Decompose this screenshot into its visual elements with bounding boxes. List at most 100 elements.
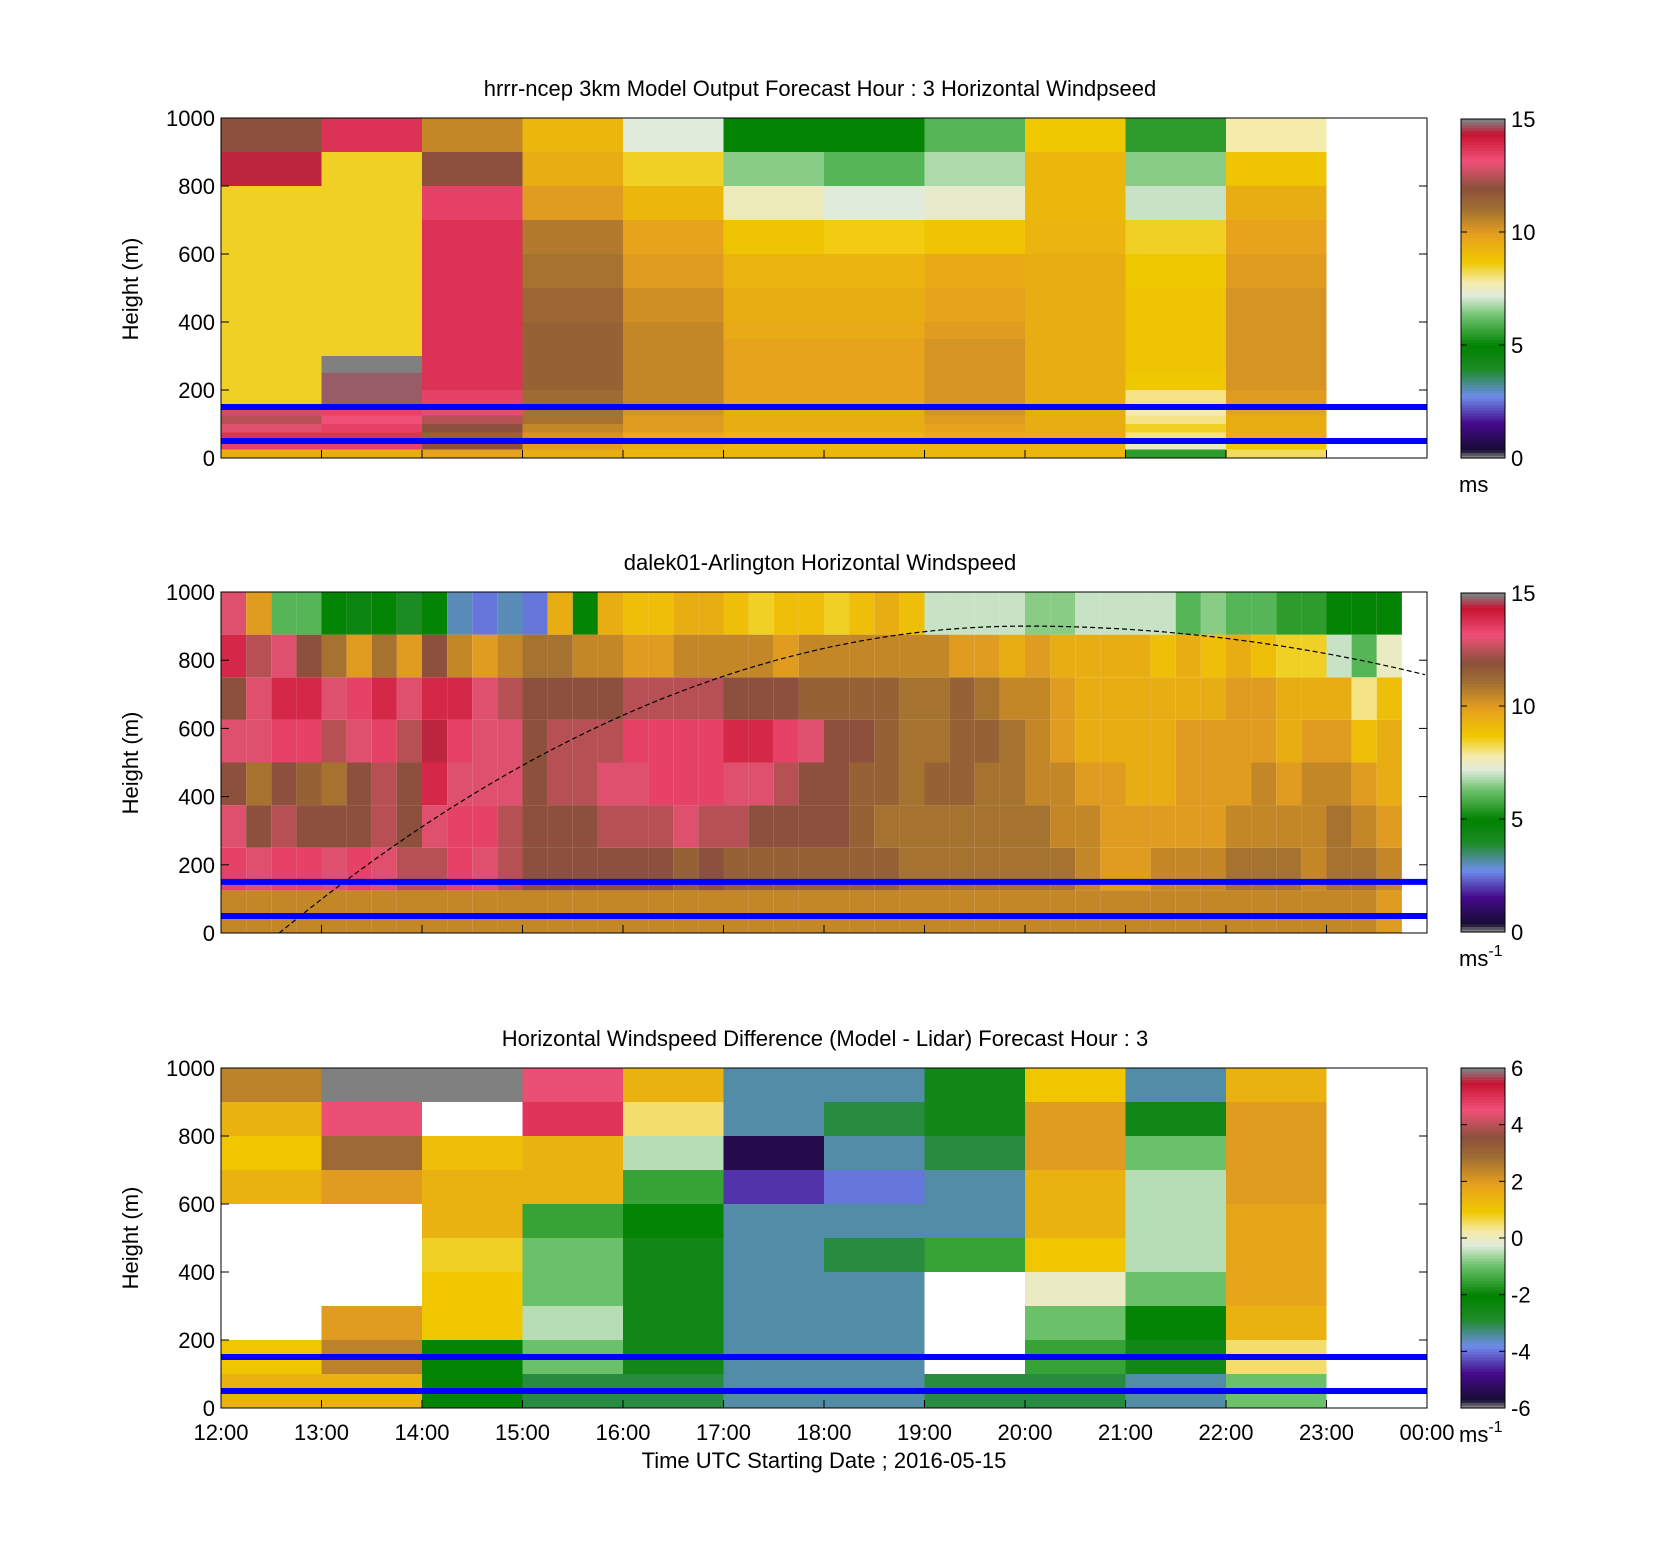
heatmap-cell [899,805,925,848]
heatmap-cell [974,719,1000,763]
heatmap-cell [221,762,247,806]
colorbar-swatch [1461,246,1505,250]
colorbar-swatch [1461,1119,1505,1123]
colorbar-swatch [1461,734,1505,738]
heatmap-cell [723,339,824,356]
heatmap-cell [723,373,824,390]
colorbar-swatch [1461,929,1505,933]
heatmap-cell [949,762,975,806]
colorbar-swatch [1461,1189,1505,1194]
heatmap-cell [623,592,649,635]
colorbar-swatch [1461,220,1505,225]
heatmap-cell [1226,415,1327,424]
heatmap-cell [1301,762,1327,806]
colorbar-swatch [1461,257,1505,261]
heatmap-cell [422,1136,523,1170]
heatmap-cell [723,220,824,254]
heatmap-cell [1025,1068,1126,1102]
colorbar-unit-label: ms [1459,472,1488,497]
x-tick-label: 15:00 [495,1420,550,1445]
heatmap-cell [422,762,448,806]
heatmap-cell [1025,677,1051,720]
heatmap-cell [1226,805,1252,848]
colorbar-swatch [1461,1325,1505,1330]
heatmap-cell [597,719,623,763]
heatmap-cell [1125,220,1226,254]
colorbar-swatch [1461,756,1505,761]
heatmap-cell [798,805,824,848]
colorbar-swatch [1461,401,1505,405]
heatmap-cell [522,288,623,322]
heatmap-cell [547,890,573,933]
heatmap-cell [824,762,850,806]
heatmap-cell [1226,441,1327,450]
heatmap-cell [522,432,623,441]
colorbar-swatch [1461,683,1505,687]
heatmap-cell [572,719,598,763]
heatmap-cell [698,634,724,678]
colorbar-swatch [1461,296,1505,301]
heatmap-cell [1200,762,1226,806]
colorbar-swatch [1461,1354,1505,1358]
colorbar-tick-label: 6 [1511,1056,1523,1081]
y-tick-label: 800 [178,648,215,673]
heatmap-cell [723,356,824,373]
colorbar-swatch [1461,1252,1505,1256]
heatmap-cell [773,592,799,635]
colorbar-swatch [1461,1351,1505,1355]
heatmap-cell [874,677,900,720]
heatmap-cell [547,592,573,635]
heatmap-cell [221,152,322,186]
colorbar-swatch [1461,711,1505,716]
heatmap-cell [422,677,448,720]
colorbar-swatch [1461,601,1505,605]
heatmap-cell [1251,677,1277,720]
heatmap-cell [849,805,875,848]
colorbar-swatch [1461,192,1505,196]
colorbar-swatch [1461,1113,1505,1117]
colorbar-swatch [1461,728,1505,733]
heatmap-cell [899,592,925,635]
colorbar-swatch [1461,1297,1505,1301]
colorbar-swatch [1461,725,1505,730]
heatmap-cell [1100,762,1126,806]
heatmap-cell [1125,254,1226,288]
heatmap-cell [1226,1306,1327,1340]
heatmap-cell [1175,592,1201,635]
colorbar-swatch [1461,855,1505,860]
heatmap-cell [623,805,649,848]
colorbar-swatch [1461,1099,1505,1103]
colorbar-swatch [1461,167,1505,171]
panel-difference: Horizontal Windspeed Difference (Model -… [118,1026,1531,1473]
heatmap-cell [1025,449,1126,458]
heatmap-cell [1125,415,1226,424]
heatmap-cell [572,762,598,806]
colorbar-swatch [1461,762,1505,766]
colorbar-swatch [1461,1249,1505,1253]
colorbar-swatch [1461,898,1505,902]
colorbar-swatch [1461,895,1505,899]
heatmap-cell [673,890,699,933]
heatmap-cell [1100,805,1126,848]
heatmap-cell [1125,118,1226,152]
colorbar-swatch [1461,1110,1505,1114]
colorbar-swatch [1461,878,1505,882]
heatmap-cell [974,634,1000,678]
x-tick-label: 20:00 [997,1420,1052,1445]
colorbar-swatch [1461,271,1505,275]
colorbar-tick-label: 4 [1511,1113,1523,1138]
heatmap-cell [1150,805,1176,848]
heatmap-cell [1025,1204,1126,1238]
x-tick-label: 23:00 [1299,1420,1354,1445]
colorbar-swatch [1461,779,1505,783]
heatmap-cell [824,677,850,720]
heatmap-cell [648,592,674,635]
heatmap-cell [1150,890,1176,933]
heatmap-cell [824,432,925,441]
colorbar-swatch [1461,609,1505,614]
heatmap-cell [1125,407,1226,416]
heatmap-cell [321,762,347,806]
heatmap-cell [874,634,900,678]
colorbar-swatch [1461,1379,1505,1384]
heatmap-cell [472,719,498,763]
